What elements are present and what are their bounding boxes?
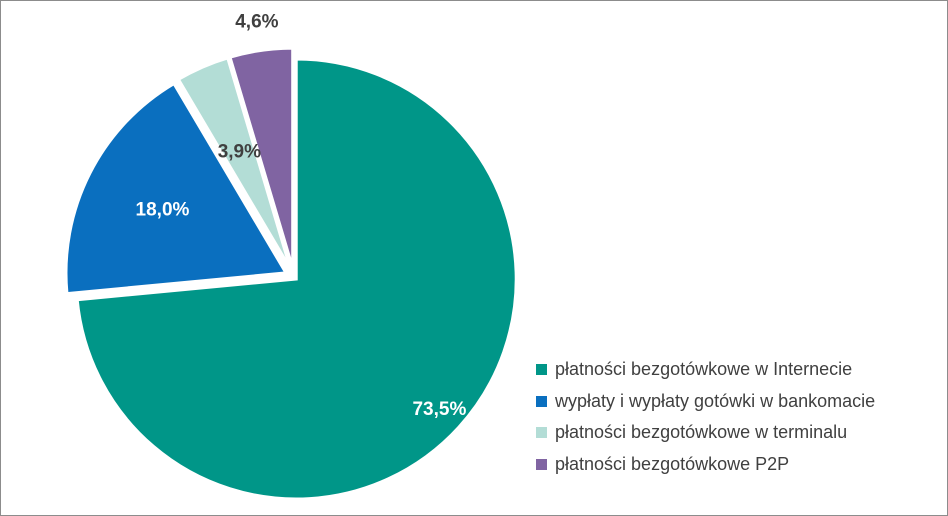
data-label: 18,0% bbox=[136, 199, 190, 220]
legend: płatności bezgotówkowe w Internecie wypł… bbox=[536, 354, 944, 480]
pie-slice bbox=[75, 57, 518, 501]
legend-label: płatności bezgotówkowe w terminalu bbox=[555, 422, 848, 443]
legend-item: płatności bezgotówkowe w terminalu bbox=[536, 417, 944, 449]
pie-slice bbox=[228, 46, 295, 269]
legend-item: płatności bezgotówkowe w Internecie bbox=[536, 354, 944, 386]
pie-data-labels: 73,5% 18,0% 3,9% 4,6% bbox=[136, 12, 467, 420]
legend-swatch bbox=[536, 458, 547, 470]
data-label: 4,6% bbox=[235, 12, 278, 33]
legend-swatch bbox=[536, 364, 547, 376]
pie-slices bbox=[64, 46, 518, 501]
legend-label: płatności bezgotówkowe P2P bbox=[555, 453, 790, 474]
legend-item: płatności bezgotówkowe P2P bbox=[536, 449, 944, 481]
pie-slice bbox=[64, 81, 289, 296]
legend-label: płatności bezgotówkowe w Internecie bbox=[555, 359, 853, 380]
legend-item: wypłaty i wypłaty gotówki w bankomacie bbox=[536, 386, 944, 418]
legend-swatch bbox=[536, 427, 547, 439]
pie-slice bbox=[176, 56, 292, 270]
legend-label: wypłaty i wypłaty gotówki w bankomacie bbox=[555, 390, 876, 411]
data-label: 73,5% bbox=[412, 399, 466, 420]
legend-swatch bbox=[536, 395, 547, 407]
data-label: 3,9% bbox=[218, 141, 261, 162]
